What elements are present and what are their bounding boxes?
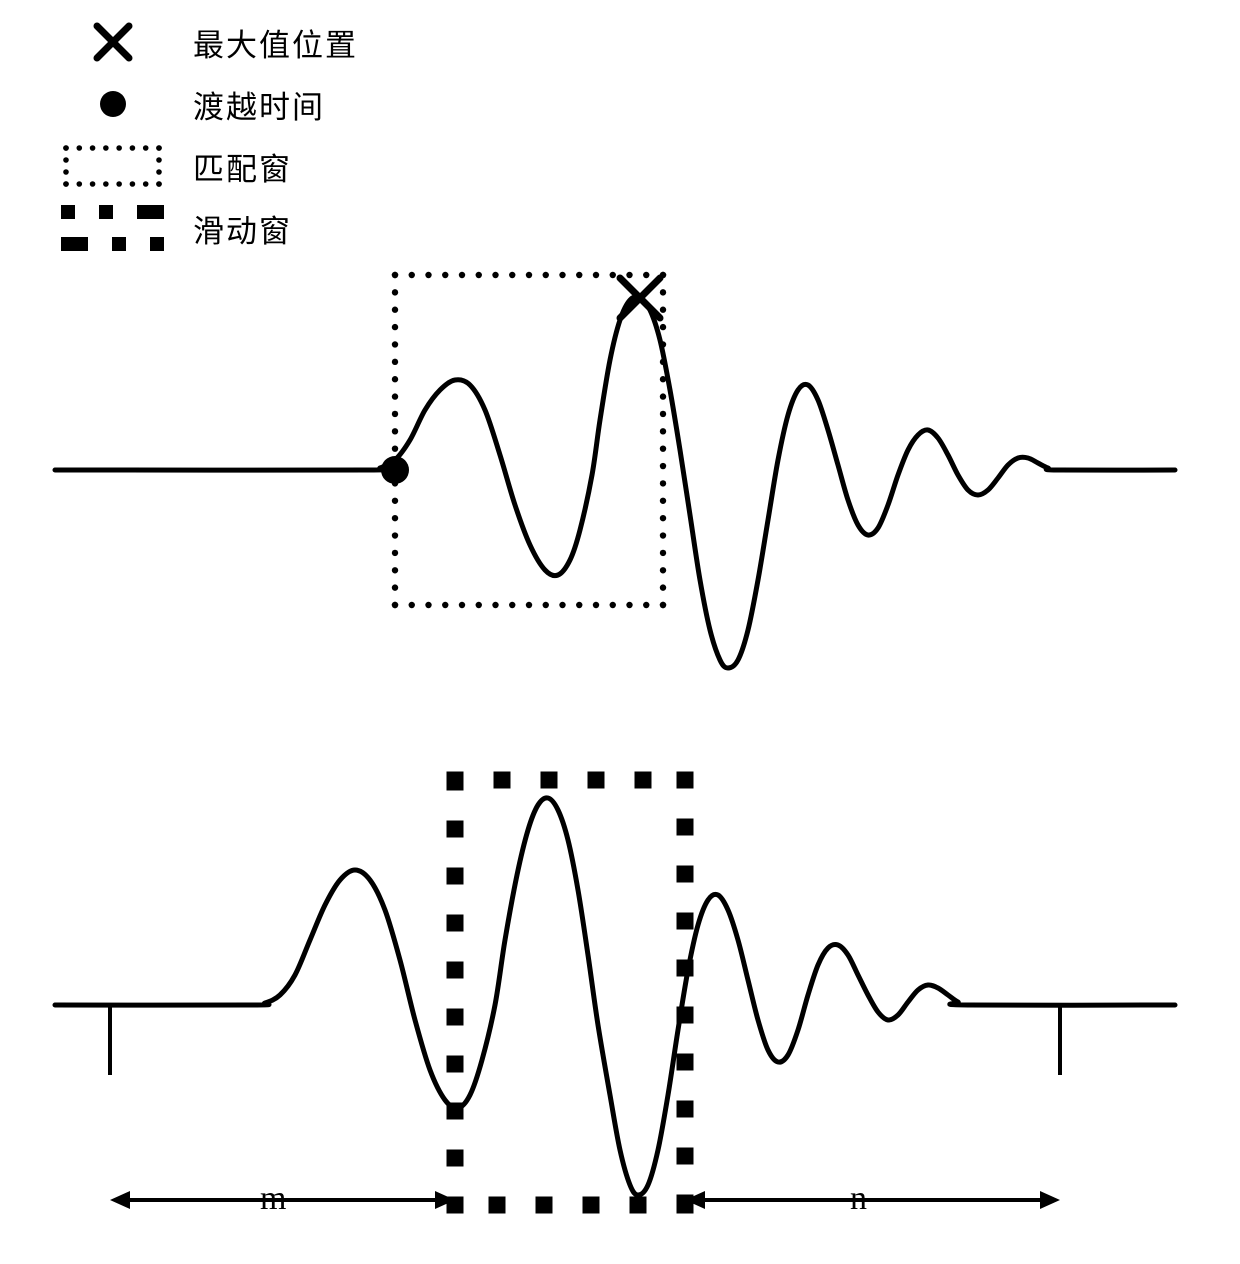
- bottom-signal: [55, 798, 1175, 1195]
- n-label: n: [850, 1180, 867, 1218]
- m-label: m: [260, 1180, 286, 1218]
- diagram-canvas: [0, 0, 1240, 1264]
- match-window: [392, 272, 666, 608]
- range-markers: [110, 1005, 1060, 1209]
- top-markers: [381, 278, 660, 484]
- top-signal: [55, 297, 1175, 668]
